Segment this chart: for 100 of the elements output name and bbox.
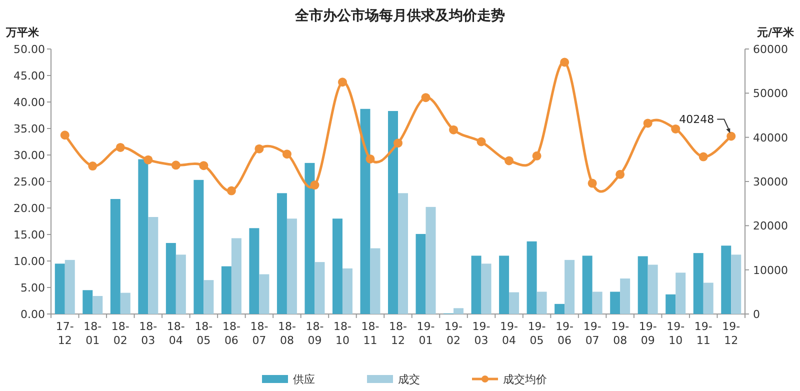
- y-tick-label: 20.00: [14, 202, 45, 215]
- bar: [554, 304, 565, 314]
- y-tick-label: 25.00: [14, 176, 45, 188]
- point: [449, 125, 458, 134]
- bar: [92, 296, 103, 314]
- x-tick-label: 19-10: [666, 320, 685, 347]
- point: [144, 155, 153, 164]
- point: [338, 78, 347, 87]
- x-tick-label: 19-01: [416, 320, 435, 347]
- bar: [204, 280, 214, 314]
- point: [199, 161, 208, 170]
- bar: [360, 108, 370, 314]
- chart-title: 全市办公市场每月供求及均价走势: [294, 7, 505, 24]
- bar: [231, 238, 242, 314]
- x-tick-label: 19-05: [528, 320, 546, 347]
- point: [532, 151, 542, 160]
- bar: [536, 292, 547, 314]
- point: [116, 142, 125, 152]
- bar: [166, 242, 176, 314]
- bar: [666, 294, 676, 314]
- point: [671, 124, 680, 134]
- point: [310, 180, 320, 190]
- legend-label: 供应: [293, 373, 315, 386]
- bar: [471, 256, 482, 314]
- point: [698, 152, 708, 162]
- bar: [499, 256, 510, 314]
- bar: [221, 266, 232, 314]
- point: [726, 132, 736, 141]
- bar: [120, 292, 130, 314]
- bar: [731, 254, 742, 314]
- x-tick-label: 18-03: [139, 320, 158, 347]
- x-tick-label: 17-12: [56, 320, 74, 347]
- x-tick-label: 18-11: [361, 320, 380, 347]
- y2-tick-label: 50000: [753, 87, 788, 100]
- bar: [110, 198, 120, 314]
- y-tick-label: 30.00: [14, 149, 45, 162]
- x-tick-label: 18-04: [166, 320, 185, 347]
- x-tick-label: 18-09: [306, 320, 324, 347]
- x-tick-label: 19-08: [611, 320, 630, 347]
- x-tick-label: 18-05: [194, 320, 213, 347]
- point: [171, 160, 180, 170]
- bar: [332, 218, 342, 314]
- y-tick-label: 45.00: [14, 70, 45, 82]
- x-tick-label: 18-12: [389, 320, 408, 347]
- bar: [249, 228, 260, 314]
- y-tick-label: 10.00: [14, 255, 45, 268]
- point: [616, 170, 625, 179]
- bar: [194, 180, 204, 314]
- y2-tick-label: 60000: [753, 43, 788, 56]
- bar: [721, 246, 732, 314]
- x-tick-label: 18-10: [333, 320, 352, 347]
- x-tick-label: 18-01: [84, 320, 102, 347]
- bar: [416, 234, 426, 314]
- bar: [592, 292, 602, 314]
- y-tick-label: 15.00: [14, 228, 45, 242]
- point: [476, 137, 486, 146]
- bar: [304, 162, 315, 314]
- bar: [388, 111, 398, 314]
- bar: [398, 193, 408, 314]
- x-tick-label: 19-03: [472, 320, 490, 347]
- x-tick-label: 18-02: [111, 320, 130, 347]
- x-tick-label: 18-06: [222, 320, 240, 347]
- y-tick-label: 5.00: [20, 282, 45, 294]
- point: [421, 93, 430, 102]
- bar: [582, 256, 592, 314]
- x-tick-label: 19-12: [722, 320, 740, 347]
- point: [588, 178, 597, 188]
- bar: [703, 282, 714, 314]
- x-tick-label: 19-09: [638, 320, 657, 347]
- bar: [64, 260, 75, 314]
- bar: [620, 278, 630, 314]
- y2-tick-label: 20000: [753, 220, 788, 233]
- bar: [638, 256, 648, 314]
- y-tick-label: 50.00: [14, 43, 45, 56]
- point: [366, 154, 375, 164]
- y2-axis-title: 元/平米: [756, 26, 795, 39]
- point: [504, 156, 514, 166]
- bar: [176, 254, 186, 314]
- bar: [564, 260, 575, 314]
- point: [226, 186, 236, 196]
- y2-tick-label: 30000: [753, 176, 788, 188]
- bar: [693, 253, 704, 314]
- y-tick-label: 0.00: [20, 308, 45, 321]
- y-axis-title: 万平米: [5, 26, 40, 39]
- bar: [426, 206, 436, 314]
- bar: [314, 262, 325, 314]
- bar: [509, 292, 520, 314]
- bar: [342, 268, 352, 314]
- y2-tick-label: 10000: [753, 264, 788, 277]
- legend-label: 成交: [398, 373, 420, 386]
- x-tick-label: 19-06: [556, 320, 574, 347]
- bar: [259, 274, 270, 314]
- point: [394, 138, 402, 148]
- y-tick-label: 35.00: [14, 122, 45, 136]
- y2-tick-label: 0: [753, 308, 760, 321]
- x-tick-label: 18-07: [250, 320, 268, 347]
- x-tick-label: 18-08: [278, 320, 296, 347]
- bar: [82, 290, 93, 314]
- bar: [148, 217, 158, 314]
- x-tick-label: 19-07: [583, 320, 602, 347]
